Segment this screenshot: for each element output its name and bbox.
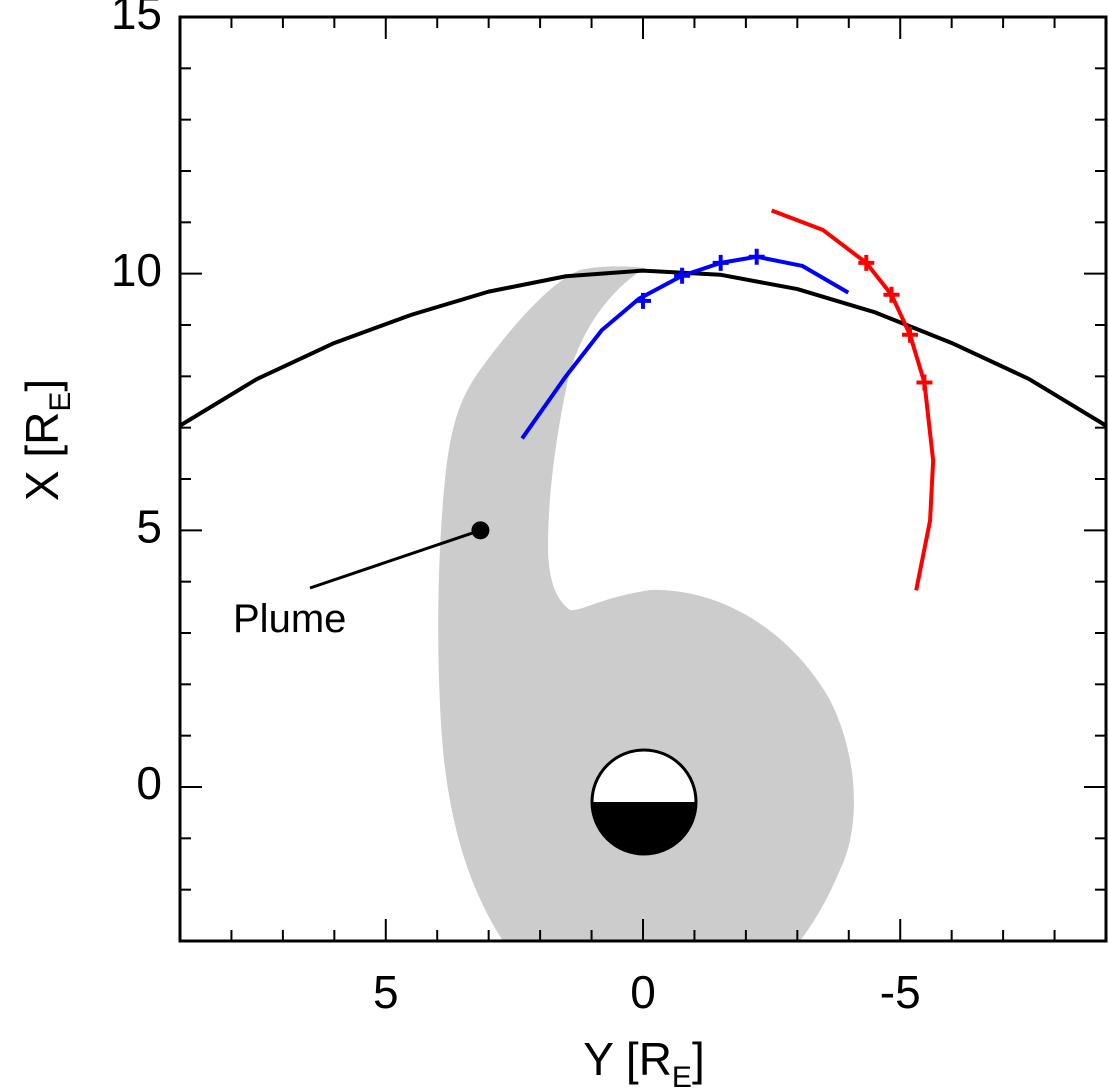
annotation-label: Plume xyxy=(233,597,346,641)
y-axis-label: X [RE] xyxy=(16,379,77,501)
y-tick-label: 5 xyxy=(136,500,162,552)
cross-marker xyxy=(916,374,933,391)
plume-point xyxy=(471,521,490,540)
cross-marker xyxy=(901,326,918,343)
cross-marker xyxy=(635,292,651,309)
cross-marker xyxy=(712,254,729,271)
x-tick-label: -5 xyxy=(880,966,921,1018)
curve xyxy=(180,268,1106,428)
y-tick-label: 15 xyxy=(111,0,162,39)
y-tick-label: 0 xyxy=(136,757,162,809)
cross-marker xyxy=(858,254,875,271)
cross-marker xyxy=(674,267,691,284)
cross-marker xyxy=(748,248,765,265)
x-axis-label: Y [RE] xyxy=(583,1033,704,1089)
x-tick-label: 5 xyxy=(373,966,399,1018)
cross-marker xyxy=(883,286,900,303)
x-tick-label: 0 xyxy=(630,966,656,1018)
earth xyxy=(590,748,698,856)
y-tick-label: 10 xyxy=(111,244,162,296)
annotation-leader xyxy=(309,528,481,590)
curve xyxy=(770,208,936,591)
plume-region xyxy=(438,266,854,941)
